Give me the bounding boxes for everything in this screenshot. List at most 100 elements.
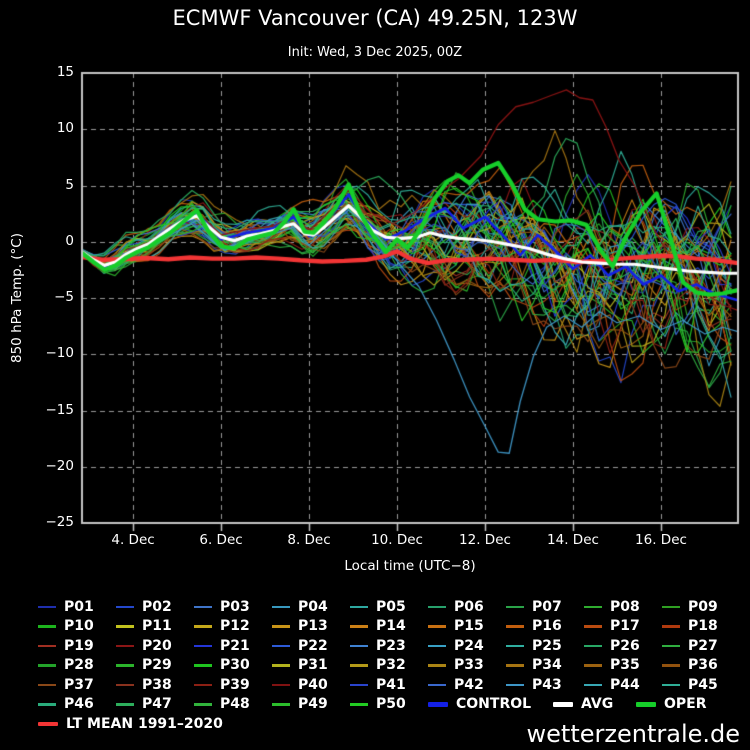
legend-row: P46 P47 P48 P49 P50 CONTROL AVG OPER [38,695,740,715]
chart-title: ECMWF Vancouver (CA) 49.25N, 123W [172,6,578,30]
legend-swatch [194,644,212,647]
legend-item-p11: P11 [116,618,194,634]
legend-item-p44: P44 [584,677,662,693]
legend-label: P50 [376,696,406,713]
legend-item-p42: P42 [428,677,506,693]
legend-label: P31 [298,657,328,674]
legend-swatch [116,644,134,647]
watermark: wetterzentrale.de [526,720,740,748]
legend-label: P15 [454,618,484,635]
legend-swatch [38,664,56,667]
legend-swatch [662,605,680,608]
legend-label: LT MEAN 1991–2020 [66,715,223,732]
y-tick-label: 10 [56,120,74,137]
legend-label: P42 [454,676,484,693]
y-tick-label: 5 [65,176,74,193]
legend-item-p06: P06 [428,599,506,615]
legend-swatch [553,702,573,707]
legend-item-p35: P35 [584,657,662,673]
legend-item-p39: P39 [194,677,272,693]
legend-swatch [428,664,446,667]
legend-swatch [116,664,134,667]
legend-row: P28 P29 P30 P31 P32 P33 P34 P35 P36 [38,656,740,676]
legend-swatch [272,644,290,647]
legend-label: P25 [532,637,562,654]
legend: P01 P02 P03 P04 P05 P06 P07 P08 P09 P10 P11 P12 P13 P… [38,597,740,734]
legend-label: P47 [142,696,172,713]
legend-swatch [506,605,524,608]
legend-swatch [272,625,290,628]
legend-swatch [584,644,602,647]
legend-label: P19 [64,637,94,654]
legend-swatch [428,683,446,686]
legend-item-p17: P17 [584,618,662,634]
legend-swatch [506,664,524,667]
legend-swatch [38,625,56,628]
legend-label: P33 [454,657,484,674]
legend-item-p07: P07 [506,599,584,615]
y-tick-label: −5 [54,289,74,305]
legend-label: P35 [610,657,640,674]
x-axis-label: Local time (UTC−8) [344,558,476,574]
legend-swatch [38,703,56,706]
legend-item-p05: P05 [350,599,428,615]
legend-swatch [272,683,290,686]
legend-item-p38: P38 [116,677,194,693]
legend-label: P20 [142,637,172,654]
legend-swatch [194,605,212,608]
legend-label: CONTROL [456,696,532,713]
legend-item-p46: P46 [38,696,116,712]
legend-swatch [194,664,212,667]
legend-item-p10: P10 [38,618,116,634]
legend-item-p16: P16 [506,618,584,634]
legend-swatch [662,664,680,667]
legend-swatch [38,683,56,686]
legend-item-p19: P19 [38,638,116,654]
legend-item-p50: P50 [350,696,428,712]
legend-item-p43: P43 [506,677,584,693]
legend-label: P14 [376,618,406,635]
x-tick-label: 10. Dec [371,532,423,548]
legend-item-p49: P49 [272,696,350,712]
legend-label: P36 [688,657,718,674]
legend-row: P37 P38 P39 P40 P41 P42 P43 P44 P45 [38,675,740,695]
legend-label: OPER [664,696,707,713]
legend-label: P39 [220,676,250,693]
legend-label: P17 [610,618,640,635]
legend-label: P01 [64,598,94,615]
legend-item-p45: P45 [662,677,740,693]
legend-label: P11 [142,618,172,635]
legend-label: P13 [298,618,328,635]
legend-item-p04: P04 [272,599,350,615]
legend-swatch [636,702,656,707]
x-tick-label: 6. Dec [199,532,243,548]
legend-swatch [506,625,524,628]
legend-swatch [194,683,212,686]
legend-swatch [116,625,134,628]
legend-item-p23: P23 [350,638,428,654]
legend-item-p33: P33 [428,657,506,673]
legend-swatch [350,625,368,628]
legend-item-p12: P12 [194,618,272,634]
legend-item-p28: P28 [38,657,116,673]
legend-label: P12 [220,618,250,635]
legend-item-p34: P34 [506,657,584,673]
legend-swatch [350,683,368,686]
legend-swatch [350,664,368,667]
legend-label: P41 [376,676,406,693]
chart-subtitle: Init: Wed, 3 Dec 2025, 00Z [287,45,463,60]
legend-label: P02 [142,598,172,615]
legend-swatch [428,605,446,608]
legend-label: P23 [376,637,406,654]
legend-item-p08: P08 [584,599,662,615]
legend-swatch [662,683,680,686]
legend-swatch [194,703,212,706]
legend-label: P10 [64,618,94,635]
legend-item-p20: P20 [116,638,194,654]
legend-item-p48: P48 [194,696,272,712]
legend-label: P49 [298,696,328,713]
legend-swatch [272,703,290,706]
legend-swatch [662,644,680,647]
legend-item-p18: P18 [662,618,740,634]
legend-row: LT MEAN 1991–2020 [38,714,740,734]
